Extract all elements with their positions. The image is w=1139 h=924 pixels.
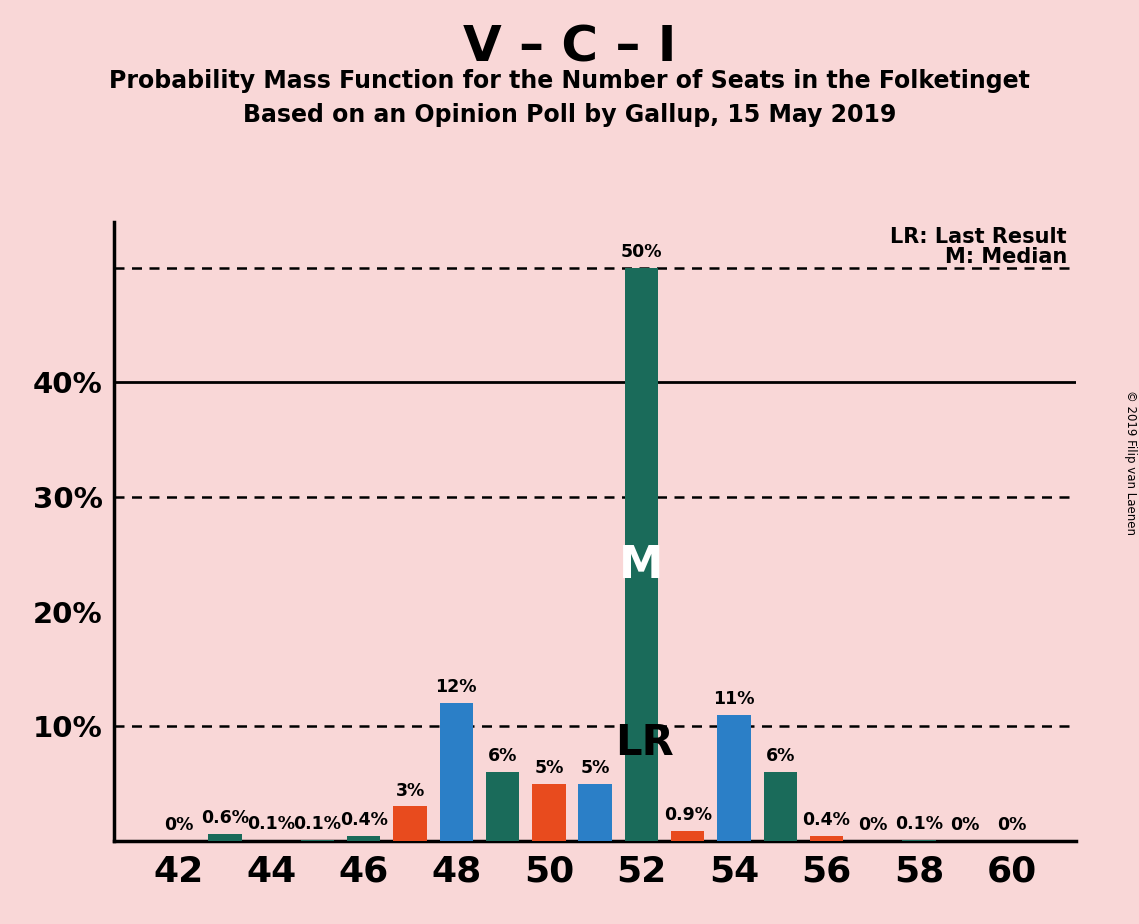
Text: 0.1%: 0.1% [294, 815, 342, 833]
Text: 0%: 0% [951, 816, 980, 834]
Bar [532, 784, 566, 841]
Bar [486, 772, 519, 841]
Bar [671, 831, 704, 841]
Text: 5%: 5% [534, 759, 564, 777]
Text: 0.6%: 0.6% [200, 809, 249, 827]
Text: © 2019 Filip van Laenen: © 2019 Filip van Laenen [1124, 390, 1137, 534]
Bar [347, 836, 380, 841]
Text: V – C – I: V – C – I [462, 23, 677, 71]
Text: 6%: 6% [765, 748, 795, 765]
Bar [718, 715, 751, 841]
Text: 12%: 12% [435, 678, 477, 697]
Bar [902, 840, 936, 841]
Text: 50%: 50% [621, 243, 662, 261]
Text: LR: LR [615, 723, 674, 764]
Bar [440, 703, 473, 841]
Bar [393, 807, 427, 841]
Text: 0.9%: 0.9% [664, 806, 712, 823]
Text: Probability Mass Function for the Number of Seats in the Folketinget: Probability Mass Function for the Number… [109, 69, 1030, 93]
Text: Based on an Opinion Poll by Gallup, 15 May 2019: Based on an Opinion Poll by Gallup, 15 M… [243, 103, 896, 128]
Text: 5%: 5% [581, 759, 609, 777]
Text: M: Median: M: Median [945, 247, 1067, 267]
Text: 11%: 11% [713, 690, 755, 708]
Text: 0%: 0% [164, 816, 194, 834]
Text: 3%: 3% [395, 782, 425, 799]
Text: 0.4%: 0.4% [803, 811, 851, 830]
Bar [208, 834, 241, 841]
Bar [625, 268, 658, 841]
Text: LR: Last Result: LR: Last Result [891, 227, 1067, 248]
Bar [301, 840, 334, 841]
Bar [810, 836, 843, 841]
Text: 0%: 0% [858, 816, 887, 834]
Text: 0.1%: 0.1% [895, 815, 943, 833]
Text: 0.1%: 0.1% [247, 815, 295, 833]
Text: 0.4%: 0.4% [339, 811, 387, 830]
Bar [763, 772, 797, 841]
Text: M: M [620, 544, 664, 587]
Bar [579, 784, 612, 841]
Text: 0%: 0% [997, 816, 1026, 834]
Text: 6%: 6% [487, 748, 517, 765]
